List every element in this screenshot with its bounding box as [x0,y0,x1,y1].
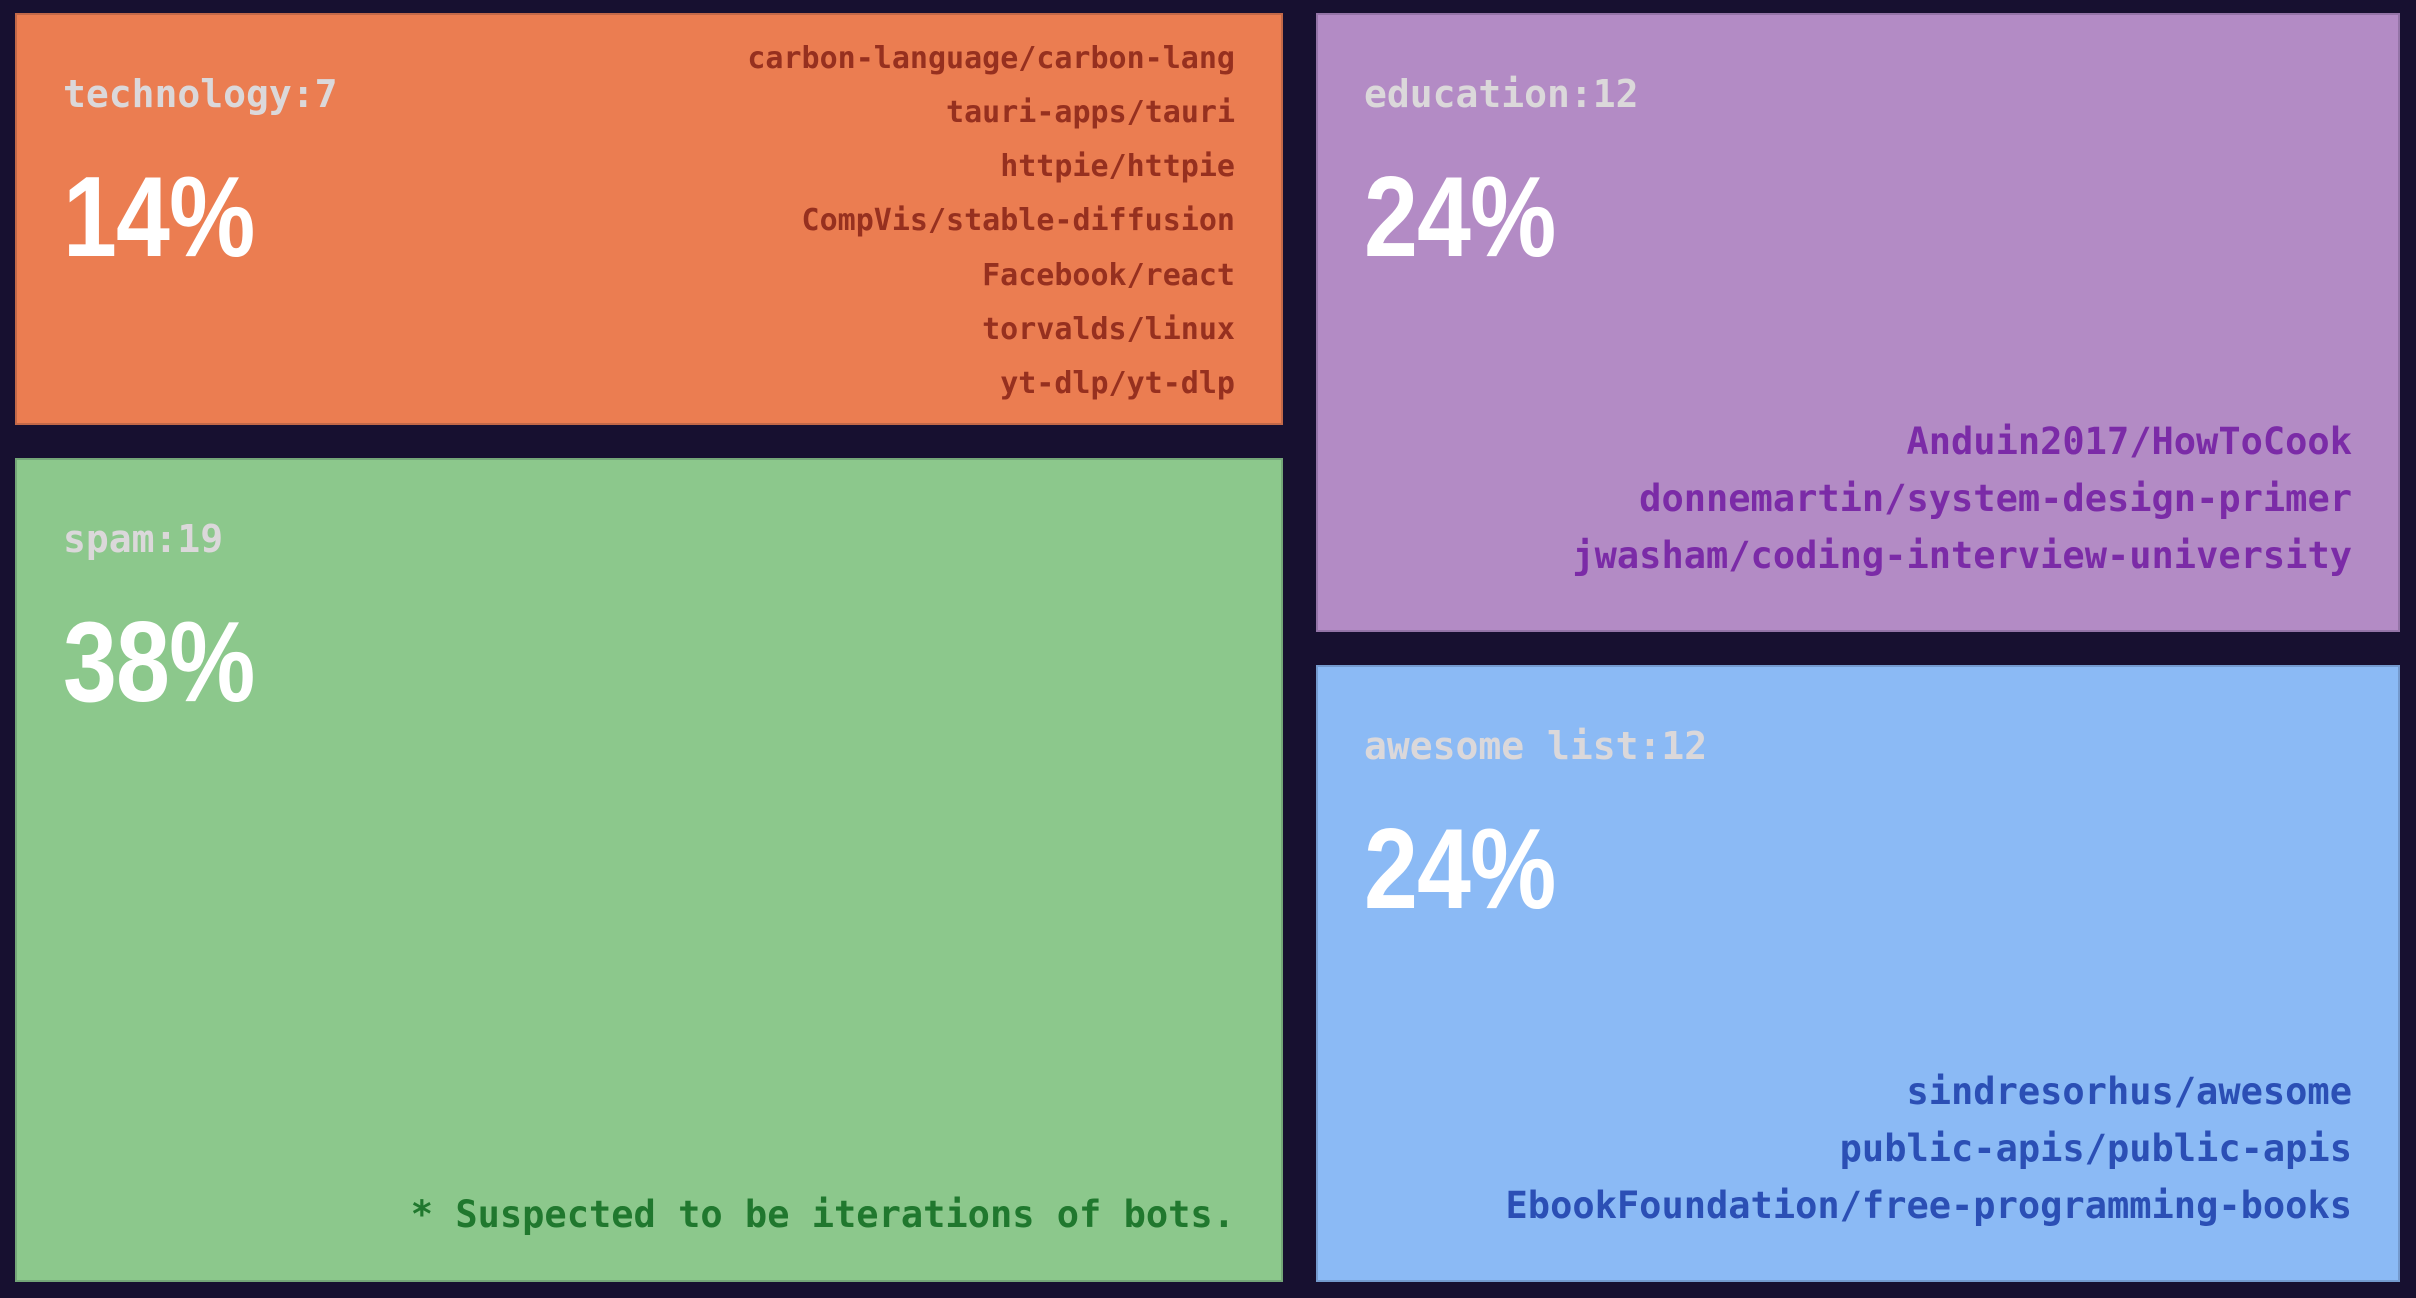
repo-item: public-apis/public-apis [1839,1127,2352,1170]
treemap-tile-education: education:12 24% Anduin2017/HowToCook do… [1316,13,2400,632]
repo-item: CompVis/stable-diffusion [801,203,1235,239]
repo-item: donnemartin/system-design-primer [1639,477,2352,520]
percent-value: 24% [1364,154,1556,281]
repo-list: sindresorhus/awesome public-apis/public-… [1506,1063,2352,1234]
repo-item: carbon-language/carbon-lang [747,41,1235,76]
treemap-tile-spam: spam:19 38% * Suspected to be iterations… [15,458,1283,1282]
category-count-label: technology:7 [63,72,338,116]
repo-item: Anduin2017/HowToCook [1906,420,2352,463]
repo-list: carbon-language/carbon-lang tauri-apps/t… [747,41,1235,401]
repo-item: jwasham/coding-interview-university [1572,534,2352,577]
bots-footnote: * Suspected to be iterations of bots. [410,1193,1235,1236]
repo-item: sindresorhus/awesome [1906,1070,2352,1113]
category-count-label: awesome list:12 [1364,724,1708,768]
repo-item: Facebook/react [982,257,1235,293]
repo-item: yt-dlp/yt-dlp [1000,365,1235,401]
category-count-label: education:12 [1364,72,1639,116]
repo-item: torvalds/linux [982,311,1235,347]
treemap-tile-awesome-list: awesome list:12 24% sindresorhus/awesome… [1316,665,2400,1282]
category-count-label: spam:19 [63,517,224,561]
treemap-tile-technology: technology:7 14% carbon-language/carbon-… [15,13,1283,425]
repo-item: EbookFoundation/free-programming-books [1505,1184,2352,1227]
repo-list: Anduin2017/HowToCook donnemartin/system-… [1572,413,2352,584]
percent-value: 38% [63,599,255,726]
repo-item: httpie/httpie [1000,149,1235,185]
percent-value: 14% [63,154,255,281]
repo-item: tauri-apps/tauri [946,95,1235,131]
percent-value: 24% [1364,806,1556,933]
